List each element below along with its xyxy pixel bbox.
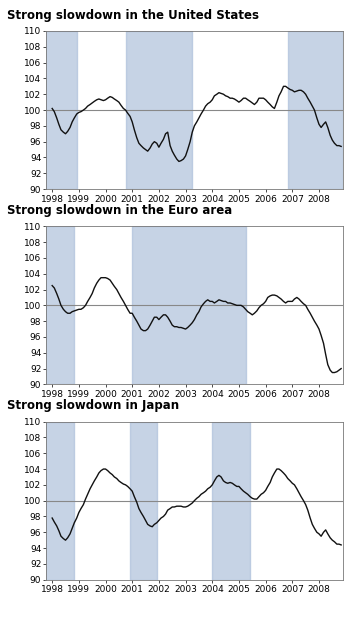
Bar xyxy=(126,31,192,189)
Bar xyxy=(212,422,250,580)
Bar xyxy=(130,422,157,580)
Bar xyxy=(46,422,74,580)
Text: Strong slowdown in the United States: Strong slowdown in the United States xyxy=(7,9,259,22)
Text: Strong slowdown in Japan: Strong slowdown in Japan xyxy=(7,399,179,412)
Bar xyxy=(132,226,246,384)
Bar xyxy=(46,226,74,384)
Text: Strong slowdown in the Euro area: Strong slowdown in the Euro area xyxy=(7,204,232,217)
Bar xyxy=(288,31,343,189)
Bar xyxy=(46,31,77,189)
